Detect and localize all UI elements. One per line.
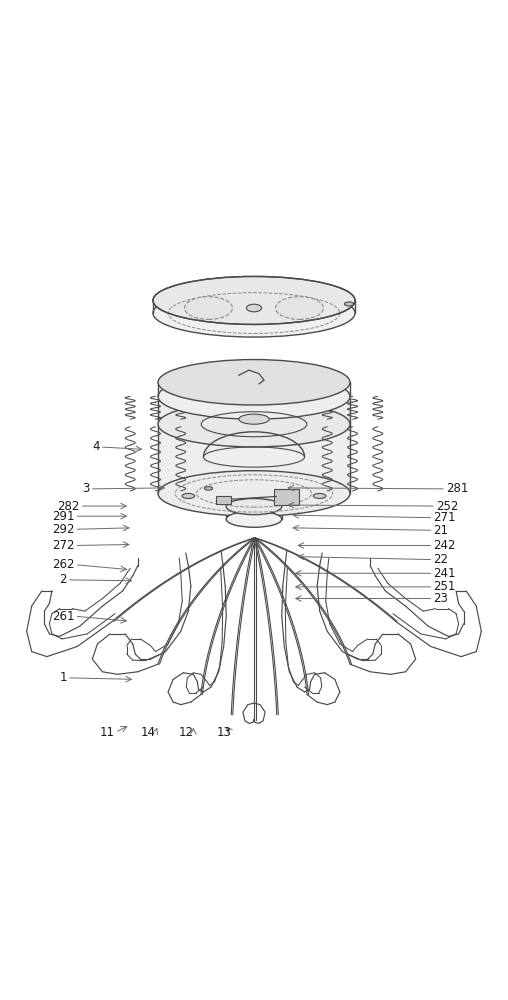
Text: 11: 11: [100, 726, 115, 739]
Ellipse shape: [226, 498, 282, 515]
Text: 13: 13: [216, 726, 231, 739]
Text: 241: 241: [433, 567, 456, 580]
Text: 22: 22: [433, 553, 449, 566]
Ellipse shape: [218, 494, 290, 514]
Text: 3: 3: [82, 482, 90, 495]
Text: 261: 261: [52, 610, 75, 623]
Text: 23: 23: [433, 592, 448, 605]
Ellipse shape: [153, 289, 355, 337]
Ellipse shape: [158, 374, 350, 419]
Text: 1: 1: [59, 671, 67, 684]
Ellipse shape: [246, 304, 262, 312]
Text: 21: 21: [433, 524, 449, 537]
Ellipse shape: [205, 487, 212, 490]
Ellipse shape: [158, 471, 350, 516]
Ellipse shape: [344, 302, 354, 306]
Ellipse shape: [313, 493, 326, 498]
Text: 14: 14: [141, 726, 155, 739]
Text: 252: 252: [436, 500, 458, 513]
Text: 12: 12: [178, 726, 194, 739]
Text: 242: 242: [433, 539, 456, 552]
Text: 282: 282: [57, 500, 80, 513]
Ellipse shape: [153, 276, 355, 324]
Text: 291: 291: [52, 510, 75, 523]
Polygon shape: [216, 496, 231, 504]
Ellipse shape: [226, 511, 282, 527]
Text: 292: 292: [52, 523, 75, 536]
Text: 271: 271: [433, 511, 456, 524]
Ellipse shape: [275, 297, 324, 319]
Ellipse shape: [239, 414, 269, 424]
Ellipse shape: [182, 493, 195, 498]
Text: 251: 251: [433, 580, 456, 593]
Text: 4: 4: [92, 440, 100, 453]
Text: 2: 2: [59, 573, 67, 586]
Text: 281: 281: [446, 482, 468, 495]
Ellipse shape: [184, 297, 233, 319]
Ellipse shape: [218, 486, 290, 505]
Text: 262: 262: [52, 558, 75, 571]
Text: 272: 272: [52, 539, 75, 552]
Ellipse shape: [158, 360, 350, 405]
Ellipse shape: [158, 401, 350, 447]
Polygon shape: [274, 489, 300, 505]
